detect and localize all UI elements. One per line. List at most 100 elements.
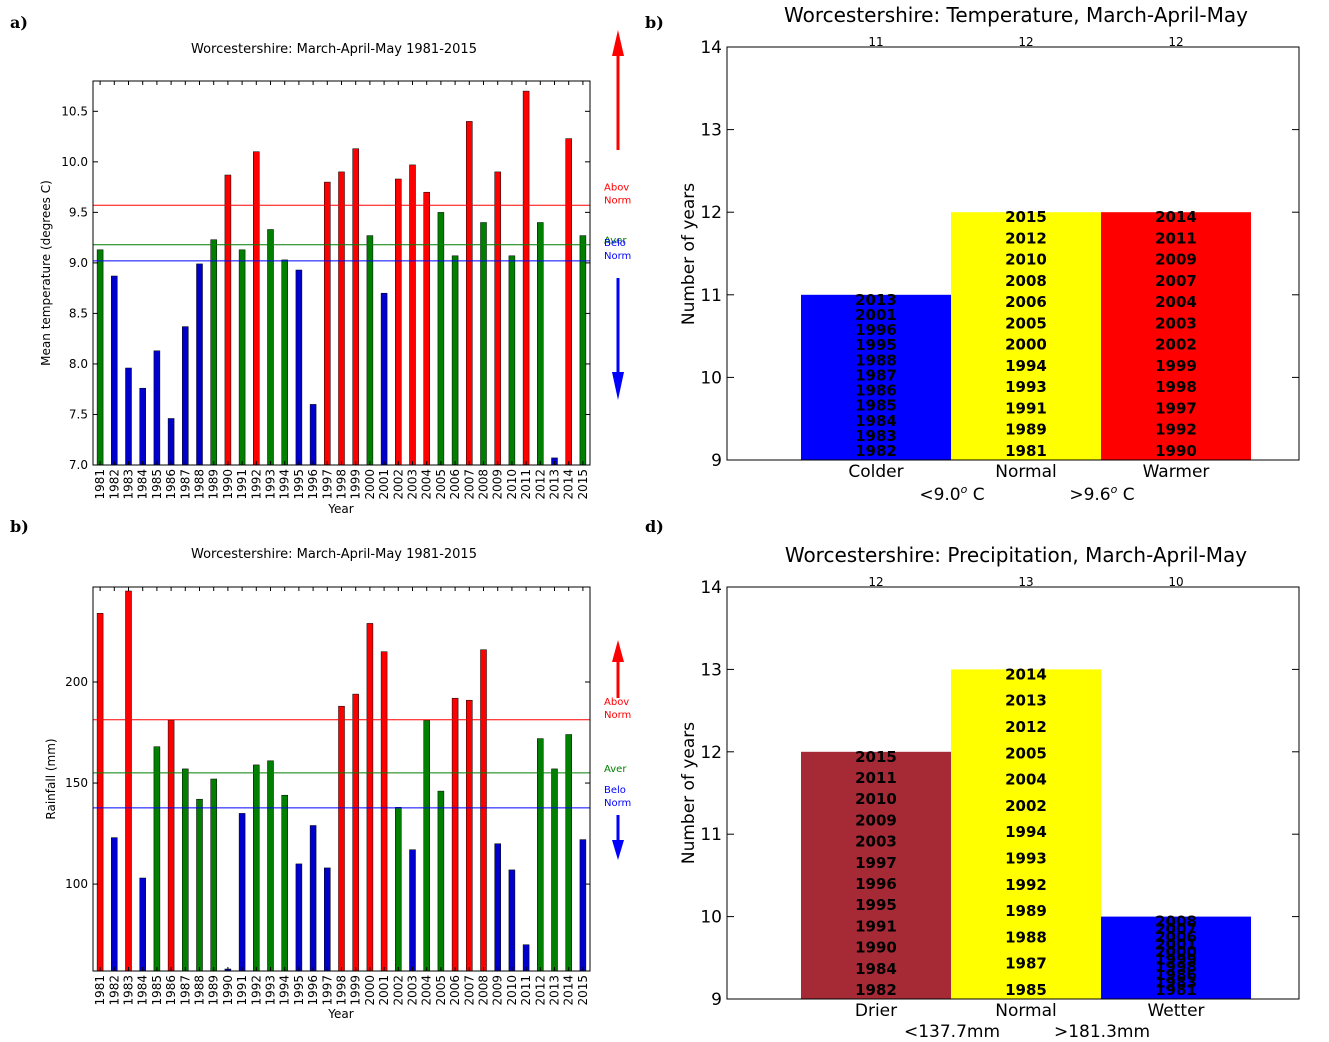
year-label: 2014 (1155, 208, 1197, 226)
bar-1999 (352, 693, 359, 972)
x-tick-label: 1981 (93, 975, 107, 1006)
year-label: 1982 (855, 981, 897, 999)
x-tick-label: 1993 (264, 469, 278, 500)
bar-2004 (423, 191, 430, 466)
bar-1999 (352, 148, 359, 466)
x-tick-label: 2001 (377, 469, 391, 500)
y-tick-label: 13 (700, 121, 722, 141)
bar-2014 (565, 734, 572, 972)
category-label-normal: Normal (995, 462, 1057, 482)
x-tick-label: 1998 (335, 975, 349, 1006)
bar-drier (801, 751, 951, 999)
threshold-labels: <9.0o C >9.6o C (919, 483, 1134, 505)
year-label: 2002 (1155, 336, 1197, 354)
bar-2005 (437, 212, 445, 466)
x-tick-label: 1989 (207, 975, 221, 1006)
bar-1989 (210, 239, 217, 466)
bar-2002 (395, 807, 402, 972)
year-label: 1981 (1005, 442, 1047, 460)
bar-2007 (466, 121, 473, 466)
bar-1982 (111, 837, 118, 972)
year-label: 2010 (855, 790, 897, 808)
year-label: 2001 (855, 306, 897, 324)
year-label: 1991 (855, 917, 897, 935)
years-colder: 2013200119961995198819871986198519841983… (855, 291, 897, 460)
bar-1986 (167, 720, 175, 972)
x-tick-label: 1989 (207, 469, 221, 500)
x-tick-label: 2001 (377, 975, 391, 1006)
year-label: 2007 (1155, 272, 1197, 290)
bar-2001 (380, 651, 388, 972)
bar-1994 (281, 794, 288, 972)
x-tick-label: 2012 (533, 975, 547, 1006)
year-label: 2006 (1005, 293, 1047, 311)
category-bars: 2015 2011 2010 2009 2003 1997 1996 1995 1991 1990… (801, 665, 1251, 999)
y-tick-label: 7.5 (69, 407, 88, 421)
x-tick-label: 1996 (306, 975, 320, 1006)
bar-2003 (409, 849, 416, 972)
count-label: 11 (868, 35, 883, 49)
chart-title: Worcestershire: March-April-May 1981-201… (191, 42, 477, 57)
bar-2010 (508, 869, 516, 972)
y-tick-label: 14 (700, 38, 722, 58)
year-label: 1997 (855, 854, 897, 872)
x-tick-label: 2002 (391, 469, 405, 500)
x-tick-label: 1999 (349, 469, 363, 500)
panel-letter-a: a) (10, 13, 28, 32)
year-label: 1988 (855, 351, 897, 369)
year-label: 1989 (1005, 902, 1047, 920)
legend-above-normal: Abov (604, 697, 629, 708)
x-tick-label: 1990 (221, 975, 235, 1006)
bar-1991 (238, 813, 246, 972)
y-tick-label: 8.0 (69, 357, 88, 371)
year-label: 2000 (1155, 943, 1197, 961)
y-tick-label: 10.5 (61, 104, 88, 118)
year-label: 1997 (1155, 400, 1197, 418)
bar-1981 (96, 613, 104, 972)
threshold-lines (93, 204, 590, 262)
year-label: 1987 (1005, 955, 1047, 973)
year-label: 2014 (1005, 665, 1047, 683)
bar-2015 (579, 839, 587, 972)
year-label: 1983 (1155, 973, 1197, 991)
legend-above-normal: Abov (604, 182, 629, 193)
x-tick-label: 2003 (406, 469, 420, 500)
count-label: 12 (868, 575, 883, 589)
bar-1997 (324, 181, 331, 466)
bar-1990 (224, 174, 232, 466)
bar-1983 (125, 590, 132, 972)
bar-2006 (451, 255, 459, 466)
year-label: 1981 (1155, 981, 1197, 999)
x-tick-label: 2013 (548, 975, 562, 1006)
count-label: 12 (1018, 35, 1033, 49)
y-tick-label: 12 (700, 203, 722, 223)
year-label: 1990 (1155, 442, 1197, 460)
bar-2002 (395, 178, 402, 466)
temperature-bar-chart: Worcestershire: March-April-May 1981-201… (39, 30, 631, 516)
year-label: 1992 (1155, 421, 1197, 439)
x-tick-label: 1996 (306, 469, 320, 500)
bar-1997 (324, 867, 331, 972)
bar-1991 (238, 249, 246, 466)
y-axis-label: Mean temperature (degrees C) (39, 180, 53, 366)
x-tick-label: 1992 (249, 469, 263, 500)
years-drier: 2015 2011 2010 2009 2003 1997 1996 1995 1991 1990… (855, 748, 897, 999)
years-normal: 2015 2012 2010 2008 2006 2005 2000 1994 1993 1991… (1005, 208, 1047, 460)
bar-1984 (139, 387, 146, 466)
x-tick-label: 1981 (93, 469, 107, 500)
threshold-warmer: >9.6o C (1069, 483, 1134, 505)
year-label: 2011 (1155, 230, 1197, 248)
threshold-labels: <137.7mm >181.3mm (904, 1022, 1150, 1042)
year-label: 1999 (1155, 951, 1197, 969)
y-tick-label: 12 (700, 743, 722, 763)
year-label: 2005 (1005, 315, 1047, 333)
y-tick-label: 150 (65, 776, 88, 790)
bar-2013 (551, 768, 558, 972)
panel-letter-b-bottom: b) (10, 517, 29, 536)
bar-2006 (451, 697, 459, 972)
year-label: 2011 (855, 769, 897, 787)
x-tick-label: 1994 (278, 469, 292, 500)
